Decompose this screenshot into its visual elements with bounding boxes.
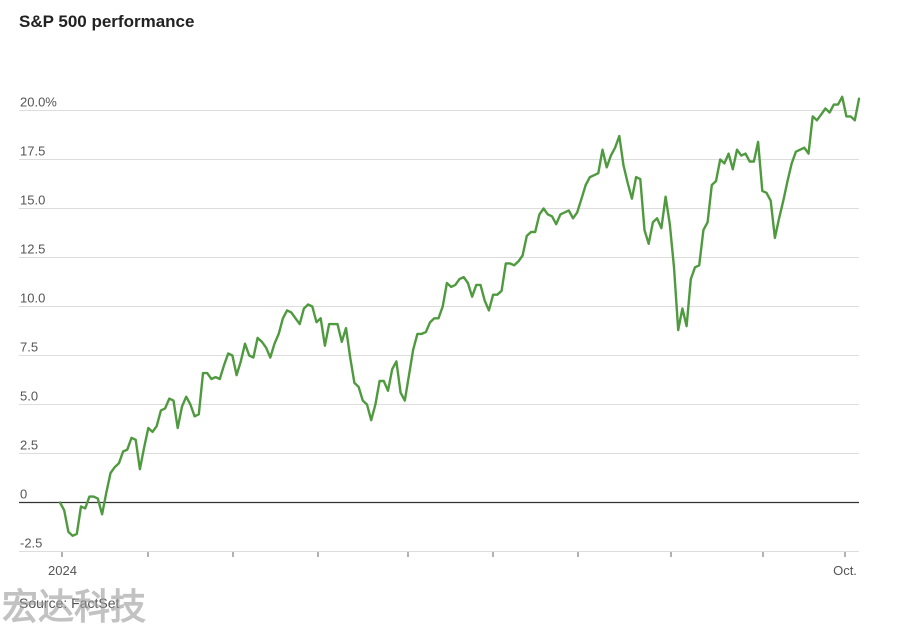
chart-title: S&P 500 performance	[19, 12, 195, 31]
sp500-performance-line	[58, 95, 861, 537]
y-tick-label: 7.5	[20, 340, 38, 355]
watermark-logo: 宏达科技	[2, 587, 146, 625]
x-tick-label: Oct.	[833, 563, 857, 578]
y-tick-label: 10.0	[20, 291, 45, 306]
y-tick-label: -2.5	[20, 536, 42, 551]
y-tick-label: 17.5	[20, 144, 45, 159]
y-tick-label: 12.5	[20, 242, 45, 257]
x-tick-label: 2024	[48, 563, 77, 578]
source-note: Source: FactSet	[19, 595, 120, 611]
y-tick-label: 0	[20, 487, 27, 502]
y-tick-label: 20.0%	[20, 95, 57, 110]
y-tick-label: 5.0	[20, 389, 38, 404]
y-tick-label: 15.0	[20, 193, 45, 208]
svg-text:宏达科技: 宏达科技	[2, 587, 146, 625]
y-tick-label: 2.5	[20, 438, 38, 453]
